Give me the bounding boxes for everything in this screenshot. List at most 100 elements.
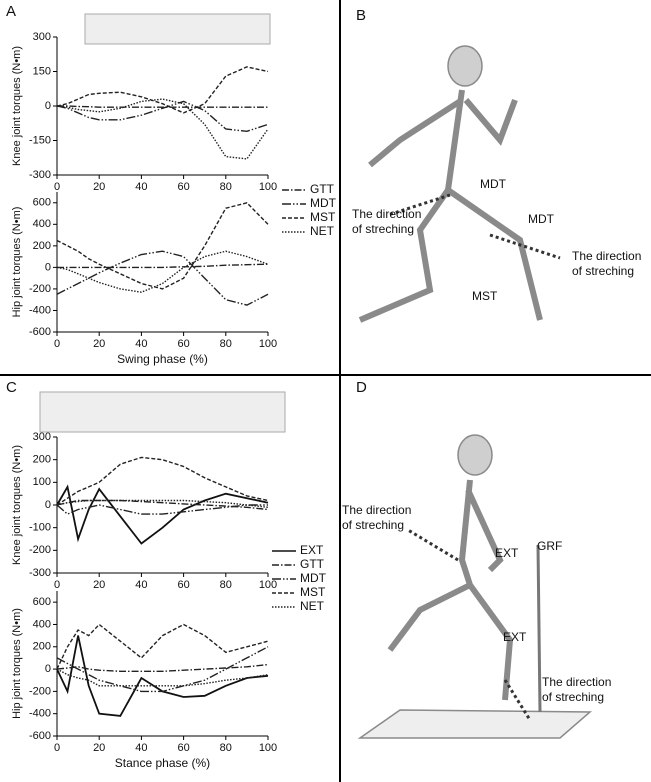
y-tick-label: 0: [45, 663, 51, 675]
panel-label: C: [6, 379, 17, 396]
x-tick-label: 100: [259, 338, 277, 350]
grf-arrow: [536, 544, 542, 713]
panel-label: B: [356, 7, 366, 24]
x-tick-label: 80: [220, 579, 232, 591]
x-tick-label: 60: [177, 579, 189, 591]
y-tick-label: 0: [45, 261, 51, 273]
y-tick-label: 600: [33, 596, 51, 608]
legend-label: EXT: [300, 543, 324, 557]
diagram-label: The direction: [542, 675, 611, 689]
x-tick-label: 60: [177, 742, 189, 754]
series-line: [56, 635, 269, 717]
x-axis-label: Stance phase (%): [115, 756, 210, 770]
x-tick-label: 0: [54, 181, 60, 193]
y-tick-label: -600: [29, 326, 51, 338]
x-tick-label: 0: [54, 338, 60, 350]
y-tick-label: 400: [33, 218, 51, 230]
diagram-label: of streching: [352, 222, 414, 236]
y-tick-label: -300: [29, 567, 51, 579]
y-axis-label: Hip joint torques (N•m): [11, 207, 23, 318]
x-tick-label: 40: [135, 338, 147, 350]
y-tick-label: 200: [33, 240, 51, 252]
y-axis-label: Knee joint torques (N•m): [11, 445, 23, 565]
x-tick-label: 20: [93, 338, 105, 350]
series-line: [56, 98, 269, 160]
series-line: [56, 100, 269, 133]
y-tick-label: 100: [33, 476, 51, 488]
diagram-label: The direction: [342, 503, 411, 517]
x-tick-label: 80: [220, 742, 232, 754]
series-line: [56, 668, 269, 687]
x-axis-label: Swing phase (%): [117, 352, 208, 366]
x-tick-label: 100: [259, 181, 277, 193]
y-tick-label: -200: [29, 283, 51, 295]
diagram-label: EXT: [503, 630, 527, 644]
legend-label: NET: [310, 224, 335, 238]
y-tick-label: 0: [45, 499, 51, 511]
x-tick-label: 0: [54, 579, 60, 591]
diagram-label: MDT: [528, 212, 555, 226]
y-tick-label: 600: [33, 197, 51, 209]
y-axis-label: Hip joint torques (N•m): [11, 608, 23, 719]
series-line: [56, 499, 269, 508]
x-tick-label: 20: [93, 579, 105, 591]
y-tick-label: 0: [45, 100, 51, 112]
legend-label: NET: [300, 599, 325, 613]
y-tick-label: -600: [29, 730, 51, 742]
series-line: [56, 484, 269, 545]
diagram-label: EXT: [495, 546, 519, 560]
legend-label: MST: [310, 210, 336, 224]
series-line: [56, 250, 269, 293]
diagram-label: MDT: [480, 177, 507, 191]
series-line: [57, 105, 268, 108]
series-line: [56, 250, 269, 306]
x-tick-label: 80: [220, 338, 232, 350]
series-line: [56, 663, 269, 672]
series-line: [56, 623, 269, 670]
series-line: [57, 263, 269, 269]
panel-label: A: [6, 3, 16, 20]
y-tick-label: 200: [33, 454, 51, 466]
y-tick-label: -100: [29, 522, 51, 534]
x-tick-label: 20: [93, 742, 105, 754]
diagram-label: The direction: [572, 249, 641, 263]
legend-label: GTT: [310, 182, 335, 196]
panel-label: D: [356, 379, 367, 396]
y-tick-label: 200: [33, 641, 51, 653]
y-tick-label: 150: [33, 65, 51, 77]
x-tick-label: 100: [259, 742, 277, 754]
x-tick-label: 20: [93, 181, 105, 193]
x-tick-label: 80: [220, 181, 232, 193]
x-tick-label: 40: [135, 742, 147, 754]
diagram-label: The direction: [352, 207, 421, 221]
series-line: [56, 499, 269, 511]
legend-label: MDT: [300, 571, 327, 585]
diagram-label: of streching: [342, 518, 404, 532]
y-axis-label: Knee joint torques (N•m): [11, 46, 23, 166]
y-tick-label: -200: [29, 544, 51, 556]
series-line: [56, 456, 269, 506]
series-line: [56, 66, 269, 114]
x-tick-label: 40: [135, 181, 147, 193]
x-tick-label: 0: [54, 742, 60, 754]
y-tick-label: -400: [29, 708, 51, 720]
y-tick-label: -300: [29, 169, 51, 181]
axis: [56, 192, 268, 333]
diagram-label: of streching: [572, 264, 634, 278]
legend-label: GTT: [300, 557, 325, 571]
diagram-label: MST: [472, 289, 498, 303]
legend-label: MST: [300, 585, 326, 599]
y-tick-label: -400: [29, 304, 51, 316]
y-tick-label: 300: [33, 431, 51, 443]
series-line: [56, 646, 269, 693]
series-line: [56, 504, 268, 515]
diagram-label: GRF: [537, 539, 562, 553]
y-tick-label: -200: [29, 685, 51, 697]
series-line: [56, 202, 269, 290]
x-tick-label: 40: [135, 579, 147, 591]
x-tick-label: 60: [177, 181, 189, 193]
stretch-arrows: [387, 193, 561, 721]
y-tick-label: 300: [33, 31, 51, 43]
x-tick-label: 60: [177, 338, 189, 350]
